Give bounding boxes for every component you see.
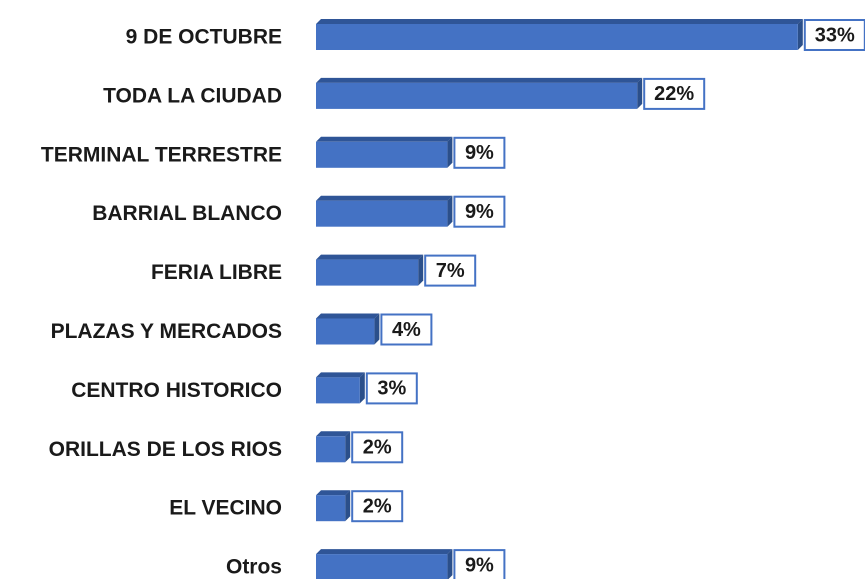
- bar: [316, 82, 638, 109]
- bar: [316, 141, 448, 168]
- data-label: 3%: [377, 378, 406, 400]
- category-label: EL VECINO: [169, 497, 282, 520]
- bar-side: [447, 549, 453, 579]
- bar: [316, 200, 448, 227]
- bar-top: [316, 77, 643, 83]
- data-label-box: [424, 254, 477, 287]
- bar-side: [359, 372, 365, 404]
- category-label: FERIA LIBRE: [151, 261, 282, 284]
- bar-side: [418, 254, 424, 286]
- data-label-box: [453, 136, 506, 169]
- category-label: 9 DE OCTUBRE: [126, 26, 282, 49]
- bar-side: [637, 77, 643, 109]
- bar-top: [316, 431, 351, 437]
- bar: [316, 318, 375, 345]
- bar-top: [316, 254, 424, 260]
- data-label: 9%: [465, 142, 494, 164]
- data-label-box: [351, 431, 404, 464]
- category-label: CENTRO HISTORICO: [71, 379, 282, 402]
- category-label: PLAZAS Y MERCADOS: [51, 320, 282, 343]
- bar: [316, 495, 346, 522]
- bar-top: [316, 372, 365, 378]
- data-label-box: [380, 313, 433, 346]
- data-label-box: [365, 372, 418, 405]
- bar: [316, 377, 360, 404]
- bar: [316, 436, 346, 463]
- bar: [316, 554, 448, 579]
- data-label: 33%: [815, 24, 855, 46]
- bar-side: [797, 19, 803, 50]
- bar-side: [345, 490, 351, 522]
- bar: [316, 259, 419, 286]
- bar-top: [316, 313, 380, 319]
- category-label: TERMINAL TERRESTRE: [41, 143, 282, 166]
- bar-top: [316, 136, 453, 142]
- data-label-box: [351, 490, 404, 523]
- category-label: ORILLAS DE LOS RIOS: [49, 438, 282, 461]
- data-label-box: [643, 77, 706, 110]
- bar-side: [374, 313, 380, 345]
- category-label: TODA LA CIUDAD: [103, 84, 282, 107]
- data-label: 2%: [363, 437, 392, 459]
- data-label: 9%: [465, 201, 494, 223]
- data-label-box: [453, 195, 506, 228]
- data-label: 9%: [465, 554, 494, 576]
- data-label: 2%: [363, 495, 392, 517]
- data-label: 7%: [436, 260, 465, 282]
- bar-top: [316, 490, 351, 496]
- bar-top: [316, 549, 453, 555]
- data-label-box: [453, 549, 506, 579]
- bar: [316, 24, 798, 50]
- data-label: 22%: [654, 83, 694, 105]
- category-label: BARRIAL BLANCO: [92, 202, 282, 225]
- bar-top: [316, 195, 453, 201]
- bar-side: [447, 195, 453, 227]
- bar-side: [447, 136, 453, 168]
- bar-side: [345, 431, 351, 463]
- bar-top: [316, 19, 803, 24]
- data-label: 4%: [392, 319, 421, 341]
- data-label-box: [803, 19, 865, 51]
- category-label: Otros: [226, 556, 282, 579]
